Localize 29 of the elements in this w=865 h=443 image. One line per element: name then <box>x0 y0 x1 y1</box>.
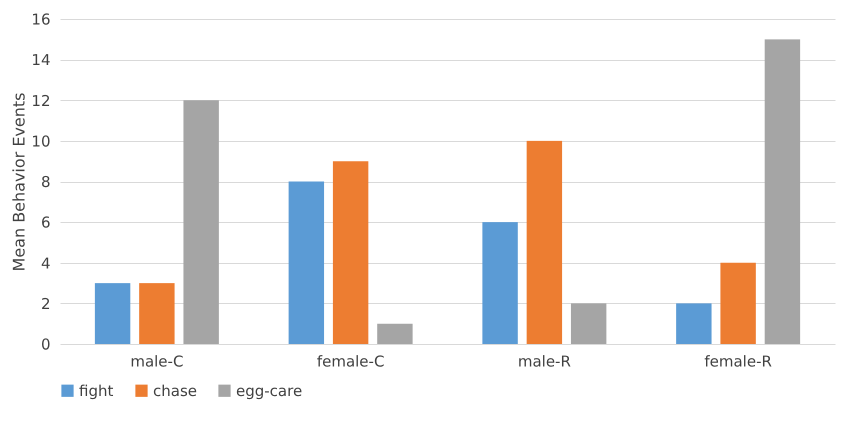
y-tick-label: 8 <box>40 173 50 191</box>
bar <box>139 283 175 344</box>
bar <box>94 283 130 344</box>
x-tick-label: male-C <box>130 352 184 370</box>
bar <box>720 262 756 344</box>
legend-label: chase <box>153 382 197 400</box>
y-tick-label: 12 <box>31 92 50 110</box>
legend-label: fight <box>79 382 114 400</box>
bar <box>332 161 368 344</box>
y-tick-label: 16 <box>31 10 50 28</box>
y-tick-label: 0 <box>40 336 50 354</box>
y-tick-label: 6 <box>40 214 50 232</box>
y-tick-label: 10 <box>31 132 50 150</box>
y-tick-label: 14 <box>31 51 50 70</box>
x-tick-label: female-R <box>704 352 772 370</box>
y-axis-title: Mean Behavior Events <box>9 92 28 272</box>
bar <box>570 303 606 344</box>
x-tick-label: male-R <box>518 352 571 370</box>
bar <box>288 182 324 344</box>
y-tick-label: 4 <box>40 254 50 272</box>
bar <box>482 222 518 344</box>
bar <box>377 324 413 344</box>
bar <box>183 100 219 344</box>
legend-label: egg-care <box>236 382 302 400</box>
y-tick-label: 2 <box>40 294 50 313</box>
bar <box>526 140 562 344</box>
x-tick-label: female-C <box>316 352 384 370</box>
bar <box>764 39 800 344</box>
bar <box>676 303 712 344</box>
